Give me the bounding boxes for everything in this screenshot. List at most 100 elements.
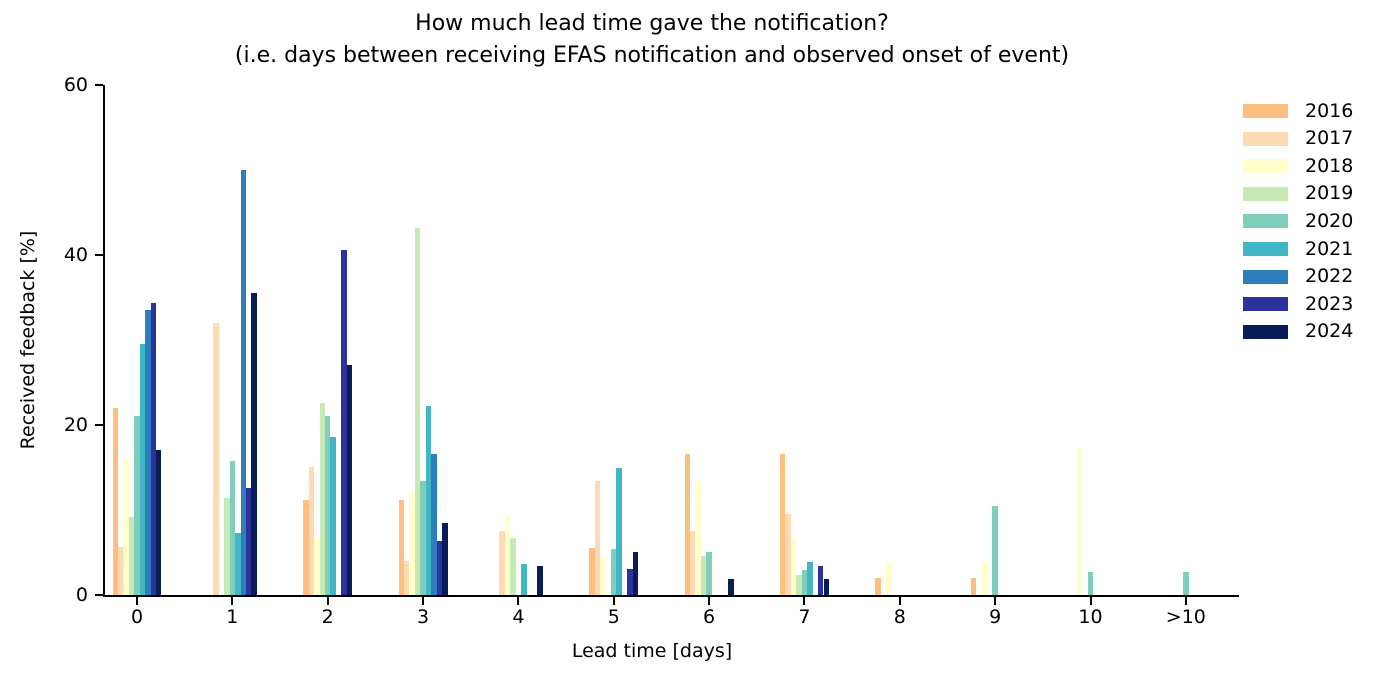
x-tick-mark-8 — [898, 597, 901, 605]
bar-2017-leadtime-0 — [117, 547, 124, 595]
x-tick-label->10: >10 — [1165, 606, 1206, 628]
legend-label-2021: 2021 — [1305, 237, 1354, 260]
bar-2018-leadtime-7 — [790, 538, 797, 595]
bar-2024-leadtime-3 — [442, 522, 448, 595]
x-tick-label-2: 2 — [321, 606, 334, 628]
bar-2016-leadtime-5 — [589, 548, 595, 595]
bar-2018-leadtime-6 — [695, 481, 701, 595]
y-tick-mark-20 — [95, 424, 103, 426]
x-tick-mark-1 — [231, 597, 234, 605]
legend-swatch-2019 — [1243, 186, 1288, 201]
bar-2017-leadtime-3 — [403, 561, 410, 595]
bar-2023-leadtime-0 — [150, 302, 157, 595]
bar-2024-leadtime-7 — [823, 578, 829, 595]
bar-2017-leadtime-1 — [213, 323, 219, 595]
bar-2017-leadtime-6 — [690, 531, 696, 595]
x-tick-mark-9 — [994, 597, 997, 605]
bar-2023-leadtime-7 — [818, 566, 824, 595]
x-tick-mark-6 — [708, 597, 711, 605]
legend-label-2023: 2023 — [1305, 292, 1354, 315]
legend-row-2022: 2022 — [1243, 263, 1353, 291]
x-tick-mark-7 — [803, 597, 806, 605]
x-tick-label-6: 6 — [703, 606, 716, 628]
legend-row-2021: 2021 — [1243, 235, 1353, 263]
legend-swatch-2016 — [1243, 104, 1288, 118]
x-tick-mark->10 — [1184, 597, 1187, 605]
legend-swatch-2021 — [1243, 242, 1288, 256]
bar-2018-leadtime-10 — [1076, 447, 1083, 595]
bar-2024-leadtime-5 — [632, 551, 639, 595]
bar-2018-leadtime-9 — [981, 561, 987, 595]
bar-2022-leadtime-1 — [240, 170, 246, 595]
bar-2021-leadtime-7 — [807, 561, 813, 595]
bar-2021-leadtime-2 — [330, 436, 336, 595]
bar-2021-leadtime-3 — [425, 406, 432, 595]
bar-2016-leadtime-6 — [684, 453, 691, 595]
bar-2016-leadtime-0 — [112, 408, 118, 595]
x-tick-mark-5 — [612, 597, 615, 605]
bar-2021-leadtime-5 — [616, 468, 622, 595]
legend-row-2020: 2020 — [1243, 207, 1353, 235]
x-tick-label-0: 0 — [130, 606, 144, 628]
legend-swatch-2024 — [1243, 324, 1288, 339]
x-tick-label-7: 7 — [798, 606, 811, 628]
bar-2019-leadtime-4 — [510, 538, 516, 595]
y-tick-label-40: 40 — [63, 243, 88, 266]
bar-2019-leadtime-1 — [224, 498, 230, 595]
bar-2021-leadtime-0 — [139, 344, 146, 595]
legend-row-2017: 2017 — [1243, 125, 1353, 153]
y-tick-mark-0 — [95, 594, 103, 596]
bar-2024-leadtime-6 — [728, 578, 734, 595]
bar-2017-leadtime-2 — [308, 466, 315, 595]
x-tick-mark-10 — [1089, 597, 1092, 605]
legend-swatch-2018 — [1243, 159, 1288, 174]
bar-2018-leadtime-4 — [504, 515, 511, 595]
bar-2020-leadtime-1 — [229, 460, 236, 595]
x-tick-label-10: 10 — [1078, 606, 1103, 628]
bar-2017-leadtime-7 — [785, 514, 791, 595]
bar-2016-leadtime-9 — [970, 578, 977, 595]
legend-row-2019: 2019 — [1243, 180, 1353, 208]
y-tick-label-60: 60 — [63, 73, 88, 96]
bar-2018-leadtime-2 — [314, 538, 320, 595]
legend-label-2019: 2019 — [1305, 182, 1354, 205]
bar-2019-leadtime-3 — [414, 227, 421, 595]
legend-swatch-2022 — [1243, 269, 1288, 284]
bar-2020-leadtime->10 — [1183, 572, 1189, 595]
bar-2020-leadtime-7 — [801, 570, 808, 595]
bar-2019-leadtime-7 — [796, 574, 802, 595]
bar-2023-leadtime-5 — [627, 568, 633, 595]
bar-2021-leadtime-4 — [521, 564, 527, 595]
x-tick-mark-0 — [136, 597, 138, 605]
x-tick-mark-2 — [326, 597, 329, 605]
bar-2023-leadtime-3 — [436, 540, 443, 595]
x-tick-label-4: 4 — [512, 606, 525, 628]
legend-row-2016: 2016 — [1243, 97, 1353, 125]
x-tick-label-5: 5 — [607, 606, 620, 628]
legend-label-2024: 2024 — [1305, 320, 1354, 343]
bar-2019-leadtime-0 — [128, 516, 135, 595]
legend-row-2024: 2024 — [1243, 318, 1353, 346]
x-tick-label-9: 9 — [989, 606, 1002, 628]
bar-2016-leadtime-3 — [398, 499, 404, 595]
y-tick-label-20: 20 — [63, 413, 88, 436]
bar-2017-leadtime-5 — [594, 481, 601, 595]
legend-swatch-2023 — [1243, 297, 1288, 312]
chart-title-line1: How much lead time gave the notification… — [415, 11, 889, 36]
bar-2020-leadtime-3 — [420, 481, 426, 595]
bar-2020-leadtime-2 — [324, 415, 331, 595]
bar-2022-leadtime-0 — [145, 310, 151, 595]
x-tick-label-1: 1 — [226, 606, 239, 628]
legend-row-2018: 2018 — [1243, 152, 1353, 180]
bar-2018-leadtime-0 — [123, 459, 129, 595]
chart-title-line2: (i.e. days between receiving EFAS notifi… — [234, 43, 1070, 68]
legend-swatch-2020 — [1243, 214, 1288, 229]
bar-2016-leadtime-2 — [303, 499, 309, 595]
x-tick-label-3: 3 — [417, 606, 430, 628]
legend-label-2022: 2022 — [1305, 265, 1354, 288]
bar-2020-leadtime-0 — [134, 415, 140, 595]
x-axis-spine — [103, 595, 1239, 597]
legend-swatch-2017 — [1243, 131, 1288, 146]
bar-2024-leadtime-4 — [537, 566, 543, 595]
